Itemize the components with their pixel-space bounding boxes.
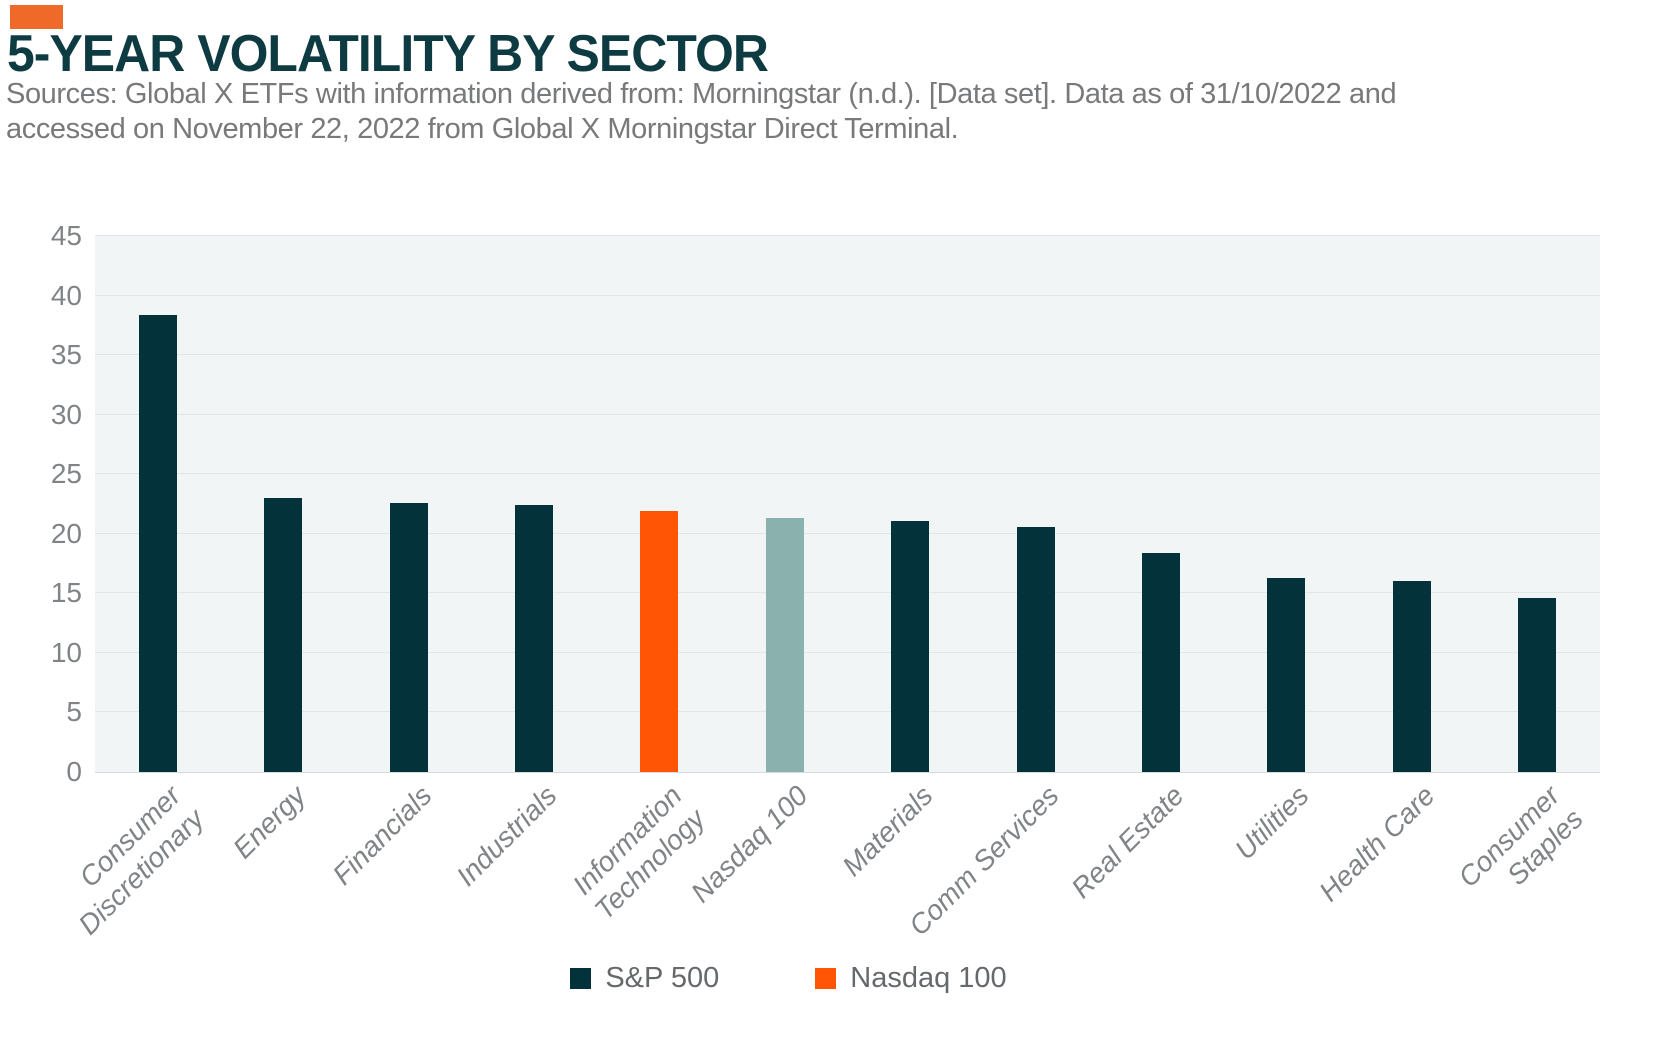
- gridline-10: [95, 651, 1600, 653]
- bar-comm-services: [1016, 526, 1055, 772]
- gridline-30: [95, 413, 1600, 415]
- page-title: 5-YEAR VOLATILITY BY SECTOR: [7, 25, 769, 83]
- y-tick-label-40: 40: [50, 279, 82, 311]
- legend: S&P 500 Nasdaq 100: [0, 962, 1622, 995]
- y-tick-label-30: 30: [50, 398, 82, 430]
- legend-item-nasdaq100: Nasdaq 100: [815, 962, 1007, 995]
- bar-consumer-staples: [1518, 598, 1557, 772]
- nasdaq100-swatch-icon: [815, 968, 837, 989]
- gridline-40: [95, 294, 1600, 296]
- y-tick-label-45: 45: [50, 220, 82, 251]
- bar-industrials: [514, 505, 553, 772]
- gridline-25: [95, 473, 1600, 475]
- source-attribution: Sources: Global X ETFs with information …: [6, 78, 1397, 145]
- bar-utilities: [1267, 577, 1306, 772]
- bar-health-care: [1392, 581, 1431, 772]
- y-tick-label-20: 20: [50, 517, 82, 549]
- y-tick-label-35: 35: [50, 339, 82, 371]
- y-tick-label-15: 15: [50, 577, 82, 609]
- sp500-swatch-icon: [570, 968, 592, 989]
- bar-energy: [264, 498, 303, 772]
- bar-financials: [389, 502, 428, 772]
- gridline-45: [95, 235, 1600, 236]
- y-tick-label-25: 25: [50, 458, 82, 490]
- bar-consumer-discretionary: [138, 314, 177, 772]
- y-tick-label-10: 10: [50, 636, 82, 668]
- legend-label-nasdaq100: Nasdaq 100: [850, 962, 1007, 994]
- brand-accent-block: [10, 5, 63, 29]
- bar-real-estate: [1142, 552, 1181, 772]
- gridline-20: [95, 532, 1600, 534]
- bar-nasdaq-100: [765, 518, 804, 772]
- bar-materials: [891, 520, 930, 772]
- gridline-35: [95, 354, 1600, 356]
- bar-information-technology: [640, 511, 679, 772]
- y-tick-label-5: 5: [66, 696, 82, 728]
- gridline-15: [95, 592, 1600, 594]
- legend-label-sp500: S&P 500: [605, 962, 720, 994]
- gridline-5: [95, 711, 1600, 713]
- plot-area: [95, 235, 1600, 773]
- legend-item-sp500: S&P 500: [570, 962, 719, 995]
- y-tick-label-0: 0: [66, 756, 82, 787]
